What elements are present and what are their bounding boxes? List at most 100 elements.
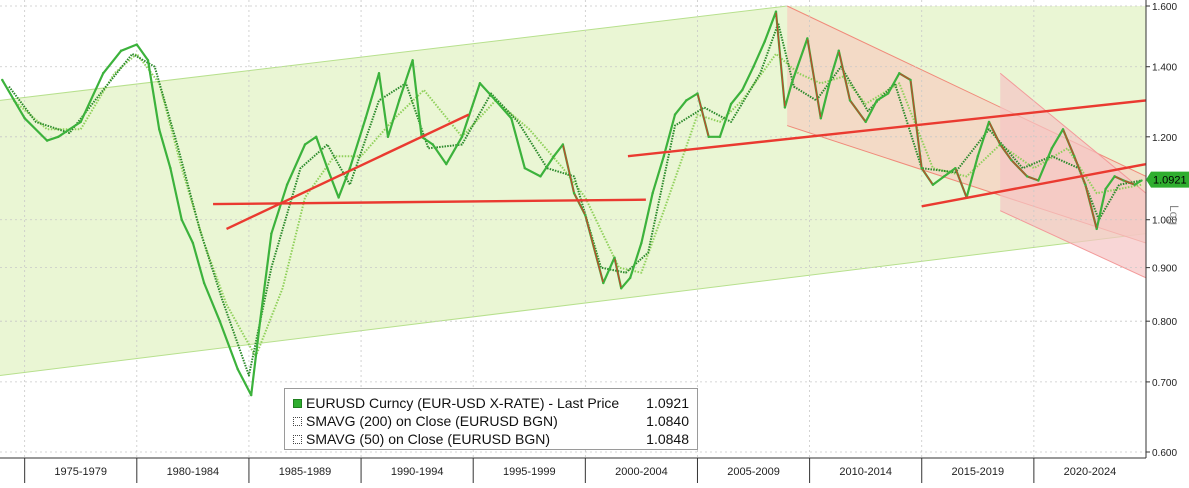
price-point <box>752 65 755 68</box>
legend-swatch-sma50 <box>293 434 302 444</box>
legend-value-sma200: 1.0840 <box>646 413 689 429</box>
price-point <box>285 183 289 186</box>
price-down-segment <box>573 192 586 216</box>
legend-label-sma200: SMAVG (200) on Close (EURUSD BGN) <box>306 413 558 429</box>
legend-entry-price: EURUSD Curncy (EUR-USD X-RATE) - Last Pr… <box>293 394 689 412</box>
price-point <box>1025 175 1029 178</box>
price-point <box>539 175 542 178</box>
y-axis-label: Log <box>1167 205 1181 225</box>
trendline-2 <box>627 99 1147 158</box>
last-price-box <box>1146 171 1189 188</box>
channel-lower-line-2 <box>1000 210 1147 279</box>
price-point <box>920 166 923 170</box>
price-point <box>620 287 623 290</box>
price-point <box>909 78 912 82</box>
price-point <box>135 43 139 46</box>
price-point <box>999 143 1002 146</box>
price-point <box>191 241 195 245</box>
price-down-segment <box>696 93 710 137</box>
price-point <box>397 99 401 102</box>
y-axis-band <box>1146 0 1189 458</box>
y-tick-label: 1.400 <box>1152 63 1177 74</box>
price-down-segment <box>849 100 867 123</box>
x-tick-label: 1985-1989 <box>279 466 332 478</box>
x-tick-label: 2015-2019 <box>951 466 1004 478</box>
legend-label-price: EURUSD Curncy (EUR-USD X-RATE) - Last Pr… <box>306 395 620 411</box>
price-point <box>976 154 980 158</box>
price-point <box>1133 183 1136 186</box>
price-down-segment <box>806 38 822 119</box>
legend-entry-sma50: SMAVG (50) on Close (EURUSD BGN) 1.0848 <box>293 430 689 448</box>
price-point <box>445 162 448 166</box>
legend-entry-sma200: SMAVG (200) on Close (EURUSD BGN) 1.0840 <box>293 412 689 430</box>
y-axis: 0.600 0.700 0.800 0.900 1.000 1.200 1.400 1.600… <box>1145 0 1189 459</box>
price-down-segment <box>1010 159 1028 177</box>
price-point <box>1122 179 1125 182</box>
price-point <box>819 117 823 120</box>
last-price-label: 1.0921 <box>1153 175 1187 187</box>
price-down-segment <box>921 167 934 186</box>
price-point <box>202 281 206 285</box>
price-point <box>1073 154 1076 158</box>
price-point <box>640 241 643 245</box>
y-tick-label: 0.600 <box>1152 448 1177 459</box>
legend-swatch-price <box>293 398 302 408</box>
y-tick-label: 1.600 <box>1152 2 1177 13</box>
price-down-segment <box>1026 175 1039 182</box>
price-point <box>987 120 991 124</box>
y-tick-label: 1.200 <box>1152 133 1177 144</box>
price-point <box>572 192 576 195</box>
price-point <box>146 59 150 62</box>
x-tick-label: 2010-2014 <box>839 466 892 478</box>
last-price-marker: 1.0921 <box>1146 171 1189 188</box>
price-point <box>848 99 852 102</box>
channel-lower-line-0 <box>0 233 1147 376</box>
price-point <box>1104 187 1107 191</box>
price-down-segment <box>898 72 911 81</box>
price-point <box>523 166 526 170</box>
price-point <box>169 166 172 170</box>
price-point <box>478 82 482 85</box>
x-tick-label: 1980-1984 <box>167 466 220 478</box>
price-point <box>1 78 4 82</box>
channel-region-2 <box>1000 73 1146 278</box>
grid <box>0 0 1146 458</box>
price-point <box>315 135 318 139</box>
y-tick-label: 0.900 <box>1152 264 1177 275</box>
price-point <box>696 92 699 95</box>
price-down-segment <box>584 215 604 284</box>
series-lines <box>1 10 1143 397</box>
price-point <box>494 99 497 102</box>
price-down-segment <box>1062 129 1075 157</box>
price-point <box>685 99 688 102</box>
price-point <box>931 183 935 186</box>
channel-upper-line-0 <box>0 5 788 101</box>
price-point <box>729 102 733 106</box>
price-point <box>326 166 329 170</box>
legend: EURUSD Curncy (EUR-USD X-RATE) - Last Pr… <box>284 388 698 450</box>
price-down-segment <box>988 121 1001 145</box>
price-down-segment <box>1073 155 1087 185</box>
price-point <box>662 154 666 158</box>
price-point <box>942 175 946 178</box>
trendline-0 <box>213 198 646 206</box>
price-point <box>954 166 957 170</box>
price-point <box>57 135 60 139</box>
price-point <box>651 192 654 195</box>
price-down-segment <box>999 144 1012 161</box>
price-down-segment <box>1123 179 1136 186</box>
price-point <box>1010 158 1013 162</box>
price-point <box>386 135 390 139</box>
price-point <box>774 10 778 13</box>
price-down-segment <box>775 11 786 108</box>
x-axis-band <box>0 458 1189 483</box>
price-point <box>763 40 766 43</box>
price-point <box>898 72 901 75</box>
price-point <box>270 232 273 235</box>
price-point <box>561 143 565 146</box>
legend-swatch-sma200 <box>293 416 302 426</box>
price-point <box>510 117 513 120</box>
price-point <box>258 319 262 323</box>
price-point <box>337 196 340 199</box>
